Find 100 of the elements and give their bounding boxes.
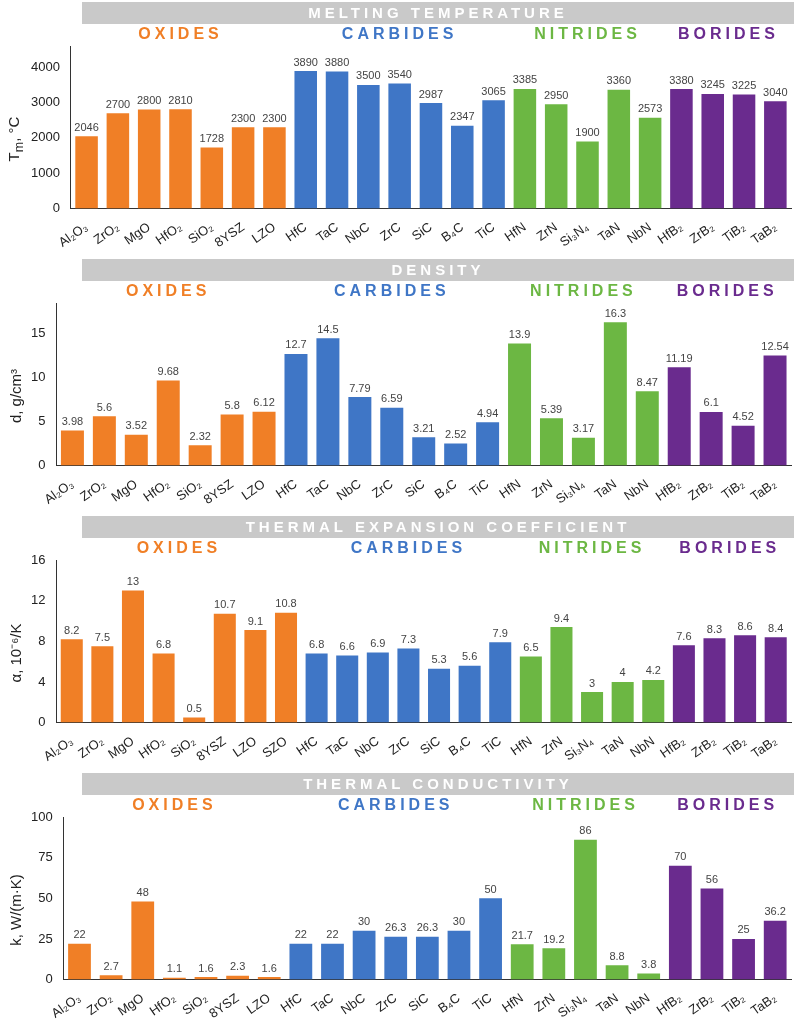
bar <box>700 888 724 980</box>
y-tick-label: 100 <box>30 808 53 824</box>
x-tick-label: NbC <box>337 990 368 1018</box>
bar <box>419 103 443 209</box>
data-label: 56 <box>705 873 719 886</box>
x-tick-label: ZrC <box>377 219 404 244</box>
bar <box>571 437 595 466</box>
data-label: 4.94 <box>476 406 499 419</box>
bar <box>294 71 317 209</box>
x-tick-label: NbC <box>333 476 364 504</box>
data-label: 36.2 <box>764 905 786 918</box>
x-tick-label: TiC <box>469 990 495 1014</box>
bar <box>611 681 634 723</box>
bar <box>763 355 787 466</box>
data-label: 50 <box>484 882 497 895</box>
data-label: 22 <box>326 928 339 941</box>
x-tick-label: NbC <box>351 733 382 761</box>
y-tick-label: 2000 <box>31 129 60 145</box>
x-tick-label: ZrB₂ <box>685 476 715 504</box>
data-label: 5.3 <box>431 653 447 666</box>
x-tick-label: HfC <box>282 219 310 245</box>
y-tick-label: 8 <box>38 632 46 648</box>
text: OXIDES <box>132 796 217 814</box>
x-tick-label: B₄C <box>435 990 463 1016</box>
data-label: 7.3 <box>400 632 417 645</box>
bar <box>305 653 328 723</box>
data-label: 21.7 <box>511 928 533 941</box>
data-label: 8.8 <box>609 949 625 962</box>
y-tick-label: 12 <box>30 592 46 608</box>
bar <box>106 113 130 209</box>
text: NITRIDES <box>532 796 639 814</box>
data-label: 2.52 <box>444 427 467 440</box>
x-tick-label: TaB₂ <box>748 733 780 762</box>
bar <box>539 418 563 466</box>
bar <box>701 93 724 209</box>
data-label: 4.52 <box>732 410 754 423</box>
bar <box>289 943 313 980</box>
x-tick-label: TiC <box>472 219 498 243</box>
data-label: 8.6 <box>737 619 753 632</box>
x-tick-label: MgO <box>105 733 137 762</box>
bar <box>731 425 755 466</box>
y-tick-label: 3000 <box>31 94 60 110</box>
data-label: 3.98 <box>61 415 84 428</box>
bar <box>124 434 148 466</box>
data-label: 6.1 <box>703 396 719 409</box>
text: BORIDES <box>677 796 779 814</box>
x-tick-label: TaN <box>591 476 620 502</box>
bar <box>156 380 180 466</box>
data-label: 1900 <box>575 125 600 138</box>
x-tick-label: HfO₂ <box>140 476 173 505</box>
data-label: 70 <box>674 850 687 863</box>
x-tick-label: SiC <box>405 990 432 1015</box>
data-label: 1.6 <box>198 961 214 974</box>
bar <box>152 653 175 723</box>
bar <box>213 613 236 723</box>
x-tick-label: HfN <box>507 733 535 759</box>
bar <box>764 637 787 723</box>
data-label: 2300 <box>230 111 256 124</box>
bar <box>513 88 537 209</box>
data-label: 3040 <box>763 85 788 98</box>
bar <box>544 104 568 209</box>
bar <box>244 630 267 723</box>
x-tick-label: NbN <box>627 733 658 761</box>
x-tick-label: SZO <box>259 733 290 761</box>
bar <box>231 127 255 209</box>
bar <box>732 938 755 980</box>
bar <box>668 865 692 980</box>
bar <box>574 839 597 980</box>
x-tick-label: SiO₂ <box>185 219 216 247</box>
data-label: 4 <box>619 666 626 679</box>
x-tick-label: LZO <box>248 219 279 246</box>
data-label: 8.4 <box>768 621 784 634</box>
bar <box>274 612 298 723</box>
bar <box>458 665 481 723</box>
text: CARBIDES <box>334 282 450 300</box>
bar <box>642 679 665 723</box>
bar <box>542 948 566 980</box>
bar <box>428 668 451 723</box>
x-tick-label: TiB₂ <box>720 733 749 760</box>
bar <box>479 898 502 980</box>
bar <box>607 89 631 209</box>
bar <box>263 127 286 209</box>
x-tick-label: TaB₂ <box>748 219 780 248</box>
x-tick-label: ZrB₂ <box>686 219 717 247</box>
x-tick-label: SiO₂ <box>173 476 204 504</box>
x-tick-label: HfB₂ <box>652 476 683 504</box>
data-label: 3225 <box>731 79 757 92</box>
x-tick-label: LZO <box>243 990 274 1017</box>
data-label: 8.2 <box>64 623 80 636</box>
y-tick-label: 0 <box>45 971 53 987</box>
bar <box>92 416 116 466</box>
data-label: 3380 <box>669 73 694 86</box>
x-tick-label: LZO <box>229 733 260 760</box>
data-label: 9.1 <box>247 614 264 627</box>
x-tick-label: HfC <box>272 476 300 502</box>
x-tick-label: ZrC <box>369 476 396 501</box>
data-label: 86 <box>579 824 592 837</box>
data-label: 26.3 <box>416 921 439 934</box>
x-tick-label: B₄C <box>431 476 460 502</box>
data-label: 8.3 <box>706 622 723 635</box>
